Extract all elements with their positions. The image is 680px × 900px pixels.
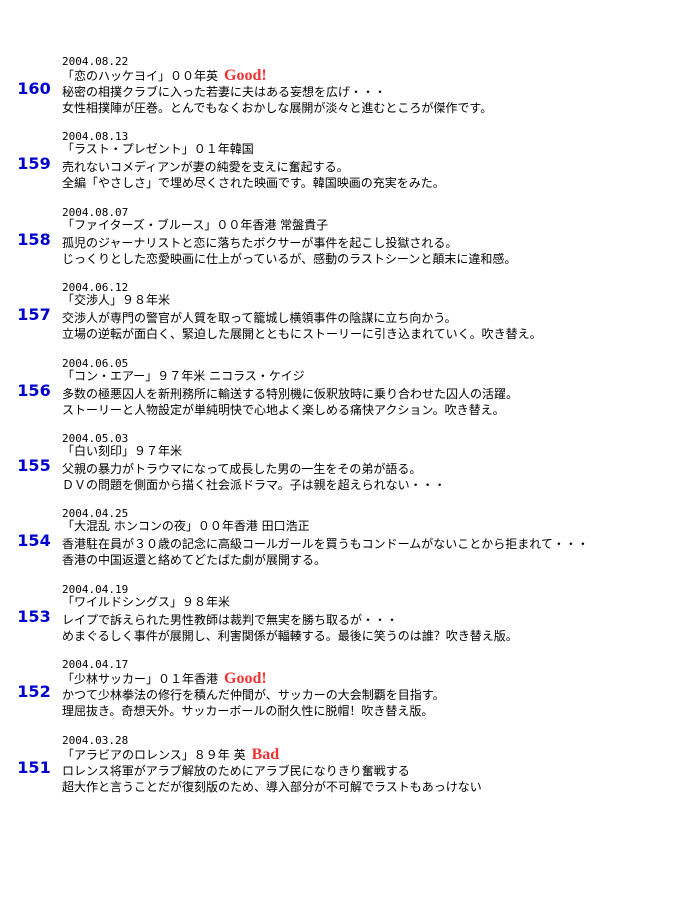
review-text: 香港駐在員が３０歳の記念に高級コールガールを買うもコンドームがないことから拒まれ… bbox=[62, 537, 589, 552]
review-date: 2004.03.28 bbox=[62, 733, 129, 747]
review-number: 160 bbox=[17, 79, 51, 98]
review-text: かつて少林拳法の修行を積んだ仲間が、サッカーの大会制覇を目指す。 bbox=[62, 688, 445, 703]
review-text: 立場の逆転が面白く、緊迫した展開とともにストーリーに引き込まれていく。吹き替え。 bbox=[62, 327, 542, 342]
review-title: 「ラスト・プレゼント」０１年韓国 bbox=[62, 142, 254, 157]
review-date: 2004.08.22 bbox=[62, 55, 129, 68]
movie-title: 「ワイルドシングス」９８年米 bbox=[62, 594, 231, 609]
review-title: 「コン・エアー」９７年米 ニコラス・ケイジ bbox=[62, 369, 305, 384]
review-date: 2004.08.13 bbox=[62, 130, 129, 144]
review-number: 158 bbox=[17, 229, 51, 249]
review-date: 2004.06.12 bbox=[62, 281, 129, 295]
rating-badge: Bad bbox=[251, 745, 280, 763]
review-text: 全編「やさしさ」で埋め尽くされた映画です。韓国映画の充実をみた。 bbox=[62, 176, 445, 191]
review-entry: 2004.08.13 159 「ラスト・プレゼント」０１年韓国売れないコメディアンが… bbox=[0, 130, 680, 205]
movie-title: 「交渉人」９８年米 bbox=[62, 293, 171, 308]
review-title: 「ワイルドシングス」９８年米 bbox=[62, 595, 230, 610]
review-date: 2004.04.17 bbox=[62, 658, 129, 672]
review-entry: 2004.04.17 152 「少林サッカー」０１年香港 Good! かつて少林拳法の修… bbox=[0, 658, 680, 733]
movie-title: 「ファイターズ・ブルース」００年香港 常盤貴子 bbox=[62, 217, 329, 232]
rating-badge: Good! bbox=[224, 67, 267, 84]
review-number: 159 bbox=[17, 154, 51, 174]
review-entry: 2004.05.03 155 「白い刻印」９７年米父親の暴力がトラウマになって成長し… bbox=[0, 432, 680, 507]
movie-title: 「コン・エアー」９７年米 ニコラス・ケイジ bbox=[62, 368, 305, 383]
review-text: 多数の極悪囚人を新刑務所に輸送する特別機に仮釈放時に乗り合わせた囚人の活躍。 bbox=[62, 386, 519, 401]
review-date: 2004.08.07 bbox=[62, 205, 129, 219]
review-entry: 2004.04.25 154 「大混乱 ホンコンの夜」００年香港 田口浩正香港駐在員… bbox=[0, 507, 680, 582]
review-text: 秘密の相撲クラブに入った若妻に夫はある妄想を広げ・・・ bbox=[62, 85, 387, 99]
review-entry: 2004.06.05 156 「コン・エアー」９７年米 ニコラス・ケイジ多数の極悪囚… bbox=[0, 357, 680, 432]
review-text: ロレンス将軍がアラブ解放のためにアラブ民になりきり奮戦する bbox=[62, 763, 410, 778]
review-title: 「ファイターズ・ブルース」００年香港 常盤貴子 bbox=[62, 218, 328, 233]
review-text: ストーリーと人物設定が単純明快で心地よく楽しめる痛快アクション。吹き替え。 bbox=[62, 402, 505, 417]
movie-title: 「ラスト・プレゼント」０１年韓国 bbox=[62, 142, 254, 157]
review-number: 153 bbox=[17, 606, 51, 626]
review-text: 香港の中国返還と絡めてどたばた劇が展開する。 bbox=[62, 553, 327, 568]
review-title: 「白い刻印」９７年米 bbox=[62, 444, 182, 459]
review-number: 152 bbox=[17, 682, 51, 702]
review-text: 売れないコメディアンが妻の純愛を支えに奮起する。 bbox=[62, 160, 349, 175]
review-text: 理屈抜き。奇想天外。サッカーボールの耐久性に脱帽！吹き替え版。 bbox=[62, 704, 434, 719]
review-number: 151 bbox=[17, 757, 51, 777]
review-date: 2004.05.03 bbox=[62, 432, 129, 445]
movie-title: 「白い刻印」９７年米 bbox=[62, 444, 183, 458]
review-title: 「少林サッカー」０１年香港 Good! bbox=[62, 670, 267, 688]
review-title: 「大混乱 ホンコンの夜」００年香港 田口浩正 bbox=[62, 519, 310, 534]
review-entry: 2004.08.22 160 「恋のハッケヨイ」００年英 Good! 秘密の相撲クラブに… bbox=[0, 55, 680, 130]
review-entry: 2004.04.19 153 「ワイルドシングス」９８年米レイプで訴えられた男性教師… bbox=[0, 583, 680, 658]
review-text: 孤児のジャーナリストと恋に落ちたボクサーが事件を起こし投獄される。 bbox=[62, 235, 458, 250]
review-text: じっくりとした恋愛映画に仕上がっているが、感動のラストシーンと顛末に違和感。 bbox=[62, 251, 517, 266]
review-date: 2004.06.05 bbox=[62, 356, 129, 370]
movie-title: 「大混乱 ホンコンの夜」００年香港 田口浩正 bbox=[62, 519, 310, 534]
review-text: 交渉人が専門の警官が人質を取って籠城し横領事件の陰謀に立ち向かう。 bbox=[62, 311, 457, 326]
review-text: ＤＶの問題を側面から描く社会派ドラマ。子は親を超えられない・・・ bbox=[62, 478, 446, 492]
review-entry: 2004.06.12 157 「交渉人」９８年米交渉人が専門の警官が人質を取って籠城… bbox=[0, 281, 680, 356]
review-number: 157 bbox=[17, 305, 51, 325]
review-title: 「アラビアのロレンス」８９年 英 Bad bbox=[62, 746, 279, 764]
movie-title: 「アラビアのロレンス」８９年 英 bbox=[62, 747, 246, 762]
review-number: 154 bbox=[17, 531, 51, 551]
review-title: 「交渉人」９８年米 bbox=[62, 293, 170, 308]
review-entry: 2004.03.28 151 「アラビアのロレンス」８９年 英 Bad ロレンス将軍がア… bbox=[0, 734, 680, 809]
review-text: 父親の暴力がトラウマになって成長した男の一生をその弟が語る。 bbox=[62, 462, 422, 476]
movie-title: 「恋のハッケヨイ」００年英 bbox=[62, 69, 219, 83]
review-text: 超大作と言うことだが復刻版のため、導入部分が不可解でラストもあっけない bbox=[62, 779, 482, 794]
movie-title: 「少林サッカー」０１年香港 bbox=[62, 672, 219, 687]
review-title: 「恋のハッケヨイ」００年英 Good! bbox=[62, 67, 267, 85]
review-number: 155 bbox=[17, 456, 51, 475]
review-date: 2004.04.25 bbox=[62, 507, 129, 521]
review-text: めまぐるしく事件が展開し、利害関係が輻輳する。最後に笑うのは誰？吹き替え版。 bbox=[62, 628, 518, 643]
review-text: 女性相撲陣が圧巻。とんでもなくおかしな展開が淡々と進むところが傑作です。 bbox=[62, 101, 493, 115]
review-text: レイプで訴えられた男性教師は裁判で無実を勝ち取るが・・・ bbox=[62, 612, 399, 627]
review-entry: 2004.08.07 158 「ファイターズ・ブルース」００年香港 常盤貴子孤児のジ… bbox=[0, 206, 680, 281]
rating-badge: Good! bbox=[224, 670, 267, 688]
review-date: 2004.04.19 bbox=[62, 582, 129, 596]
review-number: 156 bbox=[17, 380, 51, 400]
